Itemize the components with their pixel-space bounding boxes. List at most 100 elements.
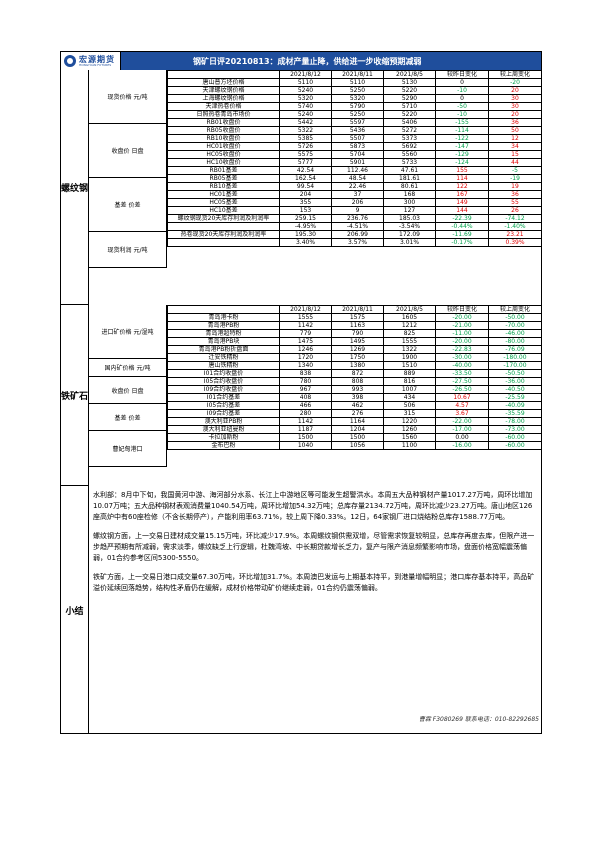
table-row: HC10收盘价 5777 5901 5733 -124 44 bbox=[167, 158, 542, 167]
value-cell: 5406 bbox=[383, 118, 436, 127]
value-cell: 5240 bbox=[279, 86, 332, 95]
value-cell: 5733 bbox=[383, 158, 436, 167]
row-name: 上海螺纹钢价格 bbox=[167, 94, 280, 103]
value-cell: 462 bbox=[331, 401, 384, 410]
change-cell: 4.57 bbox=[435, 401, 489, 410]
change-cell: -155 bbox=[435, 118, 489, 127]
table-row: RB10收盘价 5385 5507 5373 -122 12 bbox=[167, 134, 542, 143]
value-cell: 153 bbox=[279, 206, 332, 215]
value-cell: 816 bbox=[383, 377, 436, 386]
table-row: 金布巴粉 1040 1056 1100 -16.00 -60.00 bbox=[167, 441, 542, 450]
value-cell: 1100 bbox=[383, 441, 436, 450]
value-cell: 1495 bbox=[331, 337, 384, 346]
change-cell: 0.39% bbox=[488, 238, 542, 247]
table-row: 上海螺纹钢价格 5320 5320 5290 0 30 bbox=[167, 94, 542, 103]
value-cell: 1142 bbox=[279, 321, 332, 330]
value-cell: 1605 bbox=[383, 313, 436, 322]
table-row: 天津热卷价格 5740 5790 5710 -50 30 bbox=[167, 102, 542, 111]
change-cell: 30 bbox=[488, 94, 542, 103]
change-cell: 122 bbox=[435, 182, 489, 191]
value-cell: 280 bbox=[279, 409, 332, 418]
table-row: 天津螺纹钢价格 5240 5250 5220 -10 20 bbox=[167, 86, 542, 95]
value-cell: 1269 bbox=[331, 345, 384, 354]
value-cell: 1500 bbox=[331, 433, 384, 442]
table-row: RB01基差 42.54 112.46 47.61 155 -5 bbox=[167, 166, 542, 175]
value-cell: 889 bbox=[383, 369, 436, 378]
row-name: 迁安铁精粉 bbox=[167, 353, 280, 362]
change-cell: -60.00 bbox=[488, 433, 542, 442]
row-name: 日照热卷青岛市场价 bbox=[167, 110, 280, 119]
change-cell: -26.50 bbox=[435, 385, 489, 394]
value-cell: 80.61 bbox=[383, 182, 436, 191]
value-cell: 5320 bbox=[331, 94, 384, 103]
value-cell: 315 bbox=[383, 409, 436, 418]
value-cell: 5507 bbox=[331, 134, 384, 143]
value-cell: 99.54 bbox=[279, 182, 332, 191]
value-cell: 1560 bbox=[383, 433, 436, 442]
table-row: I01合约收盘价 838 872 889 -33.50 -50.50 bbox=[167, 369, 542, 378]
row-name: RB01收盘价 bbox=[167, 118, 280, 127]
value-cell: 780 bbox=[279, 377, 332, 386]
table-row: HC01收盘价 5726 5873 5692 -147 34 bbox=[167, 142, 542, 151]
value-cell: 112.46 bbox=[331, 166, 384, 175]
value-cell: 808 bbox=[331, 377, 384, 386]
group-label: 现货利润 元/吨 bbox=[89, 232, 167, 268]
change-cell: -124 bbox=[435, 158, 489, 167]
group-label: 曹妃甸港口 bbox=[89, 431, 167, 467]
change-cell: -50 bbox=[435, 102, 489, 111]
report-frame: 宏源期货 HONGYUAN FUTURES 钢矿日评20210813：成材产量止… bbox=[60, 51, 542, 734]
change-cell: -5 bbox=[488, 166, 542, 175]
table-row: 青岛港PB块 1475 1495 1555 -20.00 -80.00 bbox=[167, 337, 542, 346]
change-cell: 144 bbox=[435, 206, 489, 215]
row-name: 金布巴粉 bbox=[167, 441, 280, 450]
change-cell: -17.00 bbox=[435, 425, 489, 434]
value-cell: -4.95% bbox=[279, 222, 332, 231]
value-cell: 276 bbox=[331, 409, 384, 418]
row-name: RB01基差 bbox=[167, 166, 280, 175]
table-row: HC10基差 153 9 127 144 26 bbox=[167, 206, 542, 215]
row-name: 青岛港PB块 bbox=[167, 337, 280, 346]
table-row: 青岛港超特粉 779 790 825 -11.00 -46.00 bbox=[167, 329, 542, 338]
table-row: 热卷现货20天库存利润及利润率 195.30 206.99 172.09 -11.69 2… bbox=[167, 230, 542, 239]
row-name: 青岛港卡粉 bbox=[167, 313, 280, 322]
value-cell: 206 bbox=[331, 198, 384, 207]
table-row: RB10基差 99.54 22.46 80.61 122 19 bbox=[167, 182, 542, 191]
change-cell: 20 bbox=[488, 110, 542, 119]
change-cell: 0 bbox=[435, 78, 489, 87]
table-row: 澳大利亚PB粉 1142 1164 1220 -22.00 -78.00 bbox=[167, 417, 542, 426]
change-cell: -27.50 bbox=[435, 377, 489, 386]
row-name: RB05基差 bbox=[167, 174, 280, 183]
column-header: 2021/8/5 bbox=[383, 305, 436, 314]
value-cell: 5790 bbox=[331, 102, 384, 111]
change-cell: 0.00 bbox=[435, 433, 489, 442]
column-header: 2021/8/11 bbox=[331, 70, 384, 79]
table-row: I09合约基差 280 276 315 3.67 -35.59 bbox=[167, 409, 542, 418]
column-header: 2021/8/11 bbox=[331, 305, 384, 314]
value-cell: 398 bbox=[331, 393, 384, 402]
change-cell: 26 bbox=[488, 206, 542, 215]
summary-paragraph-macro: 水利部：8月中下旬，我国黄河中游、海河部分水系、长江上中游地区等可能发生超警洪水… bbox=[93, 491, 533, 521]
row-name: 天津热卷价格 bbox=[167, 102, 280, 111]
change-cell: 19 bbox=[488, 182, 542, 191]
change-cell: -76.09 bbox=[488, 345, 542, 354]
value-cell: 825 bbox=[383, 329, 436, 338]
change-cell: -0.17% bbox=[435, 238, 489, 247]
report-title: 钢矿日评20210813：成材产量止降，供给进一步收缩预期减弱 bbox=[121, 52, 541, 70]
change-cell: -74.12 bbox=[488, 214, 542, 223]
change-cell: -180.00 bbox=[488, 353, 542, 362]
group-label: 国内矿价格 元/吨 bbox=[89, 359, 167, 377]
value-cell: 5250 bbox=[331, 86, 384, 95]
row-name: I01合约收盘价 bbox=[167, 369, 280, 378]
change-cell: -1.40% bbox=[488, 222, 542, 231]
row-name: RB05收盘价 bbox=[167, 126, 280, 135]
value-cell: 5704 bbox=[331, 150, 384, 159]
value-cell: 5777 bbox=[279, 158, 332, 167]
value-cell: 1500 bbox=[279, 433, 332, 442]
table-row: RB01收盘价 5442 5597 5406 -155 36 bbox=[167, 118, 542, 127]
value-cell: 172.09 bbox=[383, 230, 436, 239]
row-name: 唐山普方坯价格 bbox=[167, 78, 280, 87]
change-cell: -40.09 bbox=[488, 401, 542, 410]
table-row: 日照热卷青岛市场价 5240 5250 5220 -10 20 bbox=[167, 110, 542, 119]
column-header: 较昨日变化 bbox=[435, 70, 489, 79]
value-cell: 5130 bbox=[383, 78, 436, 87]
